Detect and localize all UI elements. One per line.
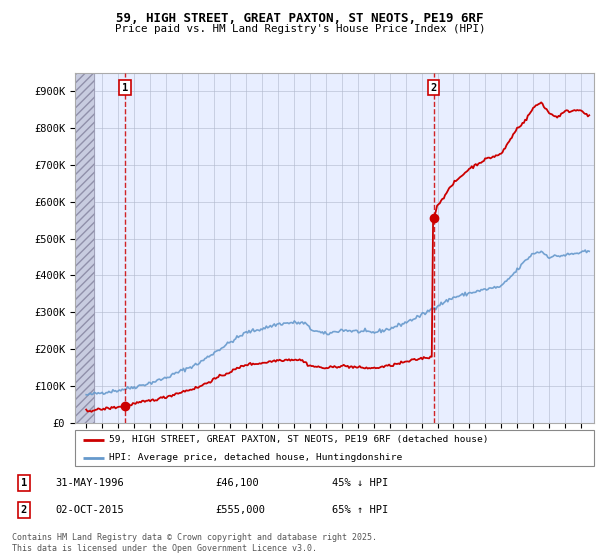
Text: 2: 2 (430, 82, 437, 92)
Bar (75, 73, 94, 423)
Bar (75, 73, 94, 423)
Text: 31-MAY-1996: 31-MAY-1996 (56, 478, 124, 488)
Text: Contains HM Land Registry data © Crown copyright and database right 2025.
This d: Contains HM Land Registry data © Crown c… (12, 533, 377, 553)
Text: 1: 1 (21, 478, 27, 488)
Text: £555,000: £555,000 (216, 505, 266, 515)
Text: 2: 2 (21, 505, 27, 515)
Text: Price paid vs. HM Land Registry's House Price Index (HPI): Price paid vs. HM Land Registry's House … (115, 24, 485, 34)
Text: 59, HIGH STREET, GREAT PAXTON, ST NEOTS, PE19 6RF (detached house): 59, HIGH STREET, GREAT PAXTON, ST NEOTS,… (109, 435, 488, 444)
Text: 45% ↓ HPI: 45% ↓ HPI (332, 478, 388, 488)
FancyBboxPatch shape (75, 430, 594, 466)
Text: 65% ↑ HPI: 65% ↑ HPI (332, 505, 388, 515)
Text: £46,100: £46,100 (216, 478, 259, 488)
Text: 59, HIGH STREET, GREAT PAXTON, ST NEOTS, PE19 6RF: 59, HIGH STREET, GREAT PAXTON, ST NEOTS,… (116, 12, 484, 25)
Text: 02-OCT-2015: 02-OCT-2015 (56, 505, 124, 515)
Text: 1: 1 (122, 82, 128, 92)
Text: HPI: Average price, detached house, Huntingdonshire: HPI: Average price, detached house, Hunt… (109, 454, 402, 463)
